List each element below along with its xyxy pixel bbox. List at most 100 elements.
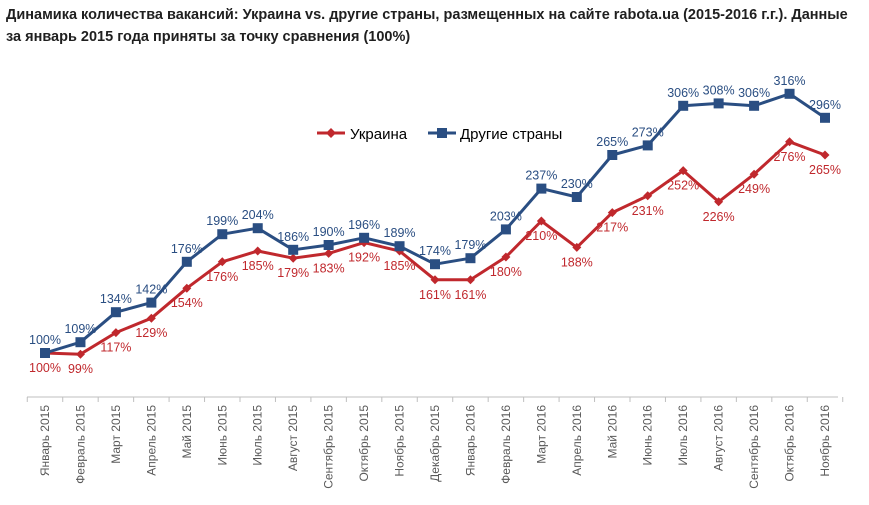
x-tick-label: Февраль 2015: [73, 405, 87, 484]
data-label-other: 316%: [774, 74, 806, 88]
point-marker-other: [323, 240, 334, 250]
data-label-ukraine: 185%: [242, 259, 274, 273]
point-marker-other: [430, 259, 440, 270]
point-marker-ukraine: [572, 242, 582, 252]
x-tick-label: Сентябрь 2015: [322, 405, 336, 489]
data-label-other: 179%: [454, 238, 486, 252]
point-marker-ukraine: [324, 248, 334, 258]
legend-item-other: Другие страны: [428, 126, 562, 143]
x-tick-label: Июнь 2016: [641, 405, 655, 466]
data-label-ukraine: 117%: [100, 341, 131, 355]
point-marker-ukraine: [820, 150, 830, 160]
data-label-other: 186%: [277, 230, 309, 244]
point-marker-other: [713, 98, 724, 109]
data-label-other: 196%: [348, 218, 380, 232]
data-label-other: 142%: [135, 283, 167, 297]
point-marker-ukraine: [430, 275, 440, 285]
data-label-other: 265%: [596, 135, 628, 149]
point-marker-ukraine: [75, 349, 85, 359]
point-marker-ukraine: [749, 169, 759, 179]
x-tick-label: Май 2016: [605, 405, 619, 459]
data-label-ukraine: 226%: [703, 210, 735, 224]
data-label-ukraine: 100%: [29, 361, 61, 375]
point-marker-other: [252, 223, 263, 234]
data-label-ukraine: 176%: [206, 270, 238, 284]
data-label-other: 109%: [64, 322, 96, 336]
point-marker-other: [359, 232, 370, 243]
data-label-ukraine: 252%: [667, 179, 699, 193]
point-marker-other: [536, 183, 547, 194]
data-label-other: 199%: [206, 214, 238, 228]
data-label-ukraine: 161%: [454, 288, 486, 302]
data-label-other: 306%: [738, 86, 770, 100]
point-marker-ukraine: [146, 313, 156, 323]
point-marker-other: [75, 337, 86, 348]
data-label-other: 174%: [419, 244, 451, 258]
point-marker-other: [465, 253, 476, 264]
x-tick-label: Май 2015: [180, 405, 194, 459]
data-label-ukraine: 276%: [774, 150, 806, 164]
data-label-other: 134%: [100, 292, 132, 306]
point-marker-other: [571, 192, 582, 202]
legend-label-other: Другие страны: [460, 126, 562, 143]
point-marker-other: [500, 224, 511, 235]
point-marker-ukraine: [465, 275, 475, 285]
x-tick-label: Ноябрь 2016: [818, 405, 832, 477]
legend: Украина Другие страны: [317, 126, 562, 143]
data-label-ukraine: 179%: [277, 266, 309, 280]
data-label-ukraine: 192%: [348, 251, 380, 265]
data-label-other: 190%: [313, 225, 345, 239]
x-tick-label: Декабрь 2015: [428, 405, 442, 482]
point-marker-other: [394, 241, 405, 252]
point-marker-other: [784, 88, 795, 99]
data-label-other: 204%: [242, 208, 274, 222]
data-label-ukraine: 249%: [738, 182, 770, 196]
data-label-ukraine: 231%: [632, 204, 664, 218]
legend-marker-ukraine: [326, 128, 336, 138]
data-label-other: 306%: [667, 86, 699, 100]
x-tick-label: Апрель 2016: [570, 405, 584, 476]
point-marker-ukraine: [607, 208, 617, 218]
point-marker-ukraine: [785, 137, 795, 147]
data-label-other: 273%: [632, 125, 664, 139]
series-markers: [40, 88, 830, 359]
x-tick-label: Январь 2015: [38, 405, 52, 476]
legend-label-ukraine: Украина: [350, 126, 408, 143]
point-marker-ukraine: [678, 166, 688, 176]
data-label-other: 100%: [29, 333, 61, 347]
point-marker-other: [146, 297, 157, 308]
data-label-other: 203%: [490, 209, 522, 223]
point-marker-ukraine: [111, 328, 121, 338]
x-tick-label: Август 2015: [286, 405, 300, 471]
legend-marker-other: [437, 128, 447, 138]
data-label-other: 230%: [561, 177, 593, 191]
point-marker-ukraine: [501, 252, 511, 262]
point-marker-ukraine: [182, 283, 192, 293]
data-label-other: 176%: [171, 242, 203, 256]
point-marker-other: [749, 100, 760, 111]
data-label-other: 308%: [703, 83, 735, 97]
point-marker-ukraine: [253, 246, 263, 256]
point-marker-other: [642, 140, 653, 151]
point-marker-other: [607, 150, 618, 160]
data-label-other: 296%: [809, 98, 841, 112]
data-label-ukraine: 129%: [135, 326, 167, 340]
x-tick-label: Октябрь 2015: [357, 405, 371, 482]
point-marker-ukraine: [217, 257, 227, 267]
data-label-ukraine: 183%: [313, 261, 345, 275]
data-label-ukraine: 180%: [490, 265, 522, 279]
x-tick-label: Сентябрь 2016: [747, 405, 761, 489]
point-marker-other: [181, 256, 192, 267]
point-marker-other: [40, 348, 50, 358]
x-tick-label: Февраль 2016: [499, 405, 513, 484]
x-tick-label: Октябрь 2016: [783, 405, 797, 482]
legend-item-ukraine: Украина: [317, 126, 408, 143]
point-marker-other: [288, 244, 299, 255]
data-labels: 100% 99%117%129%154%176%185%179% 183%192%1…: [29, 74, 841, 376]
data-label-ukraine: 217%: [596, 221, 628, 235]
x-tick-label: Ноябрь 2015: [393, 405, 407, 477]
x-tick-label: Январь 2016: [463, 405, 477, 476]
chart-title: Динамика количества вакансий: Украина vs…: [6, 7, 848, 45]
data-label-ukraine: 154%: [171, 296, 203, 310]
x-tick-label: Июль 2016: [676, 405, 690, 466]
